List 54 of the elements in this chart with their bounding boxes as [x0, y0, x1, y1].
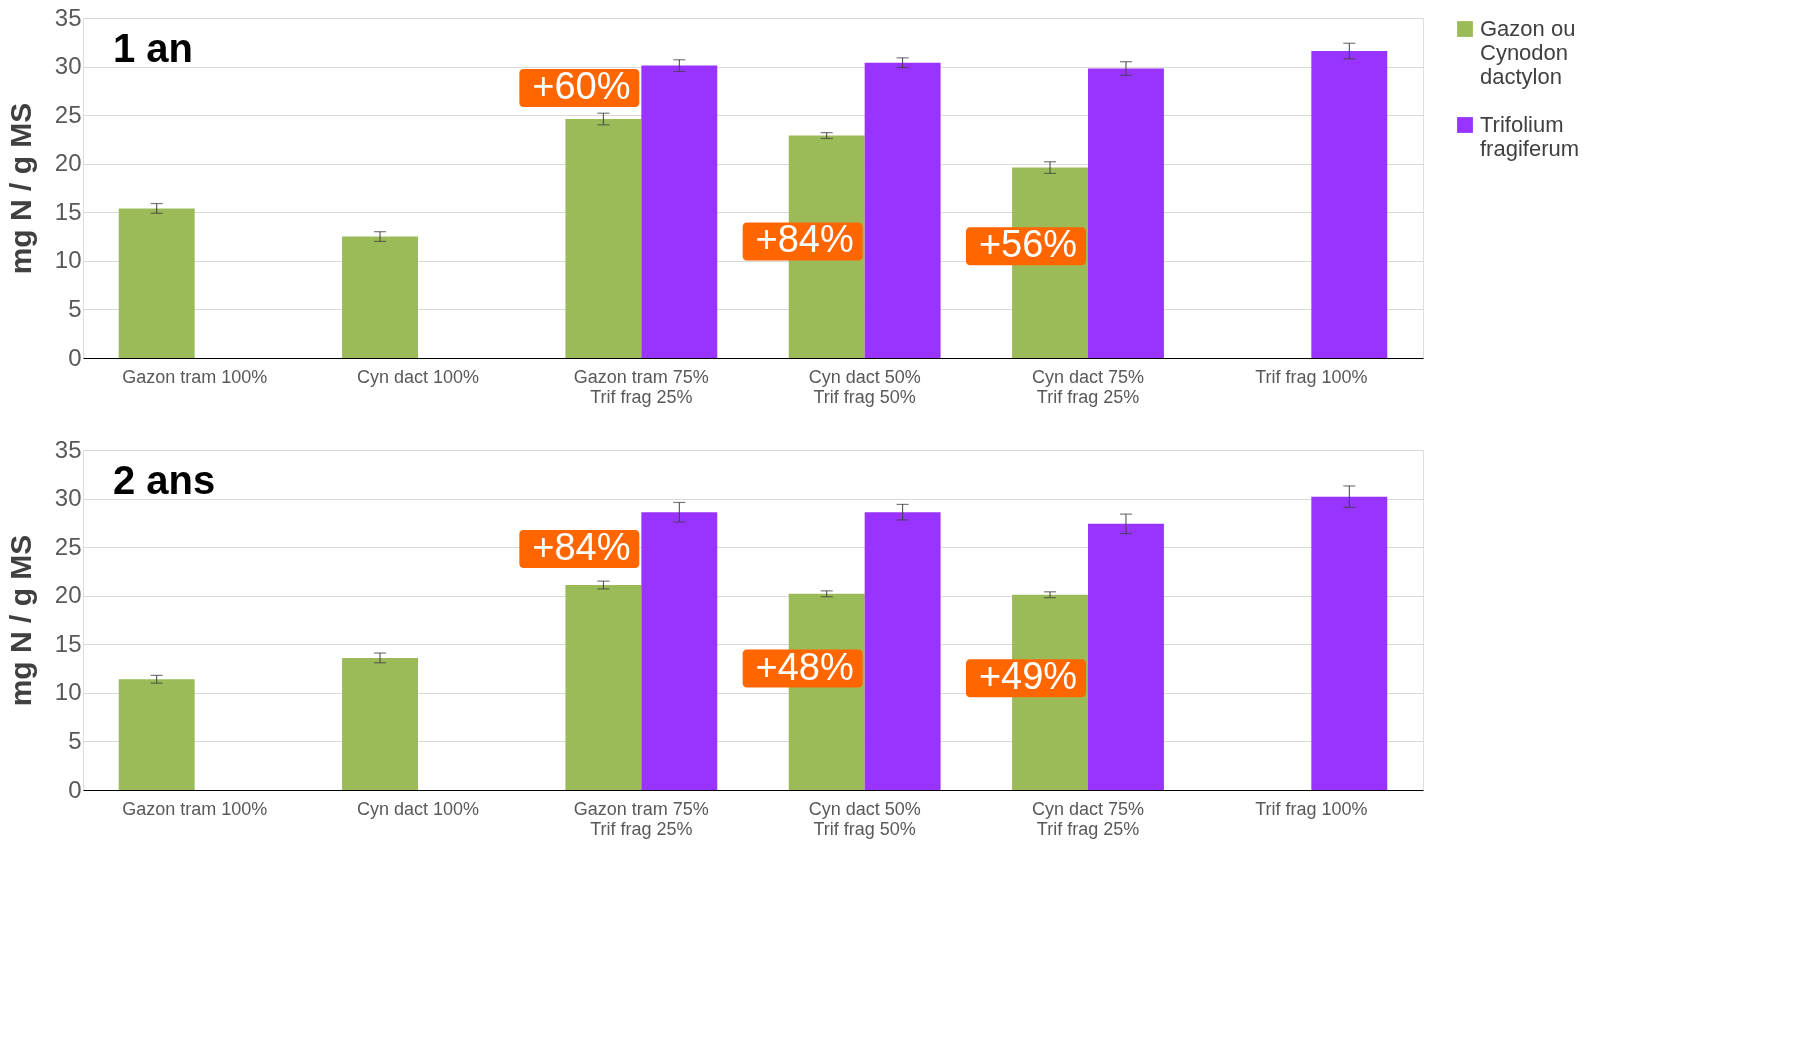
y-tick-label: 25: [54, 532, 82, 560]
y-tick-label: 30: [54, 484, 82, 512]
bar: [641, 65, 718, 358]
x-tick-label: Cyn dact 50% Trif frag 50%: [808, 798, 921, 839]
x-tick-label: Cyn dact 75% Trif frag 25%: [1031, 366, 1145, 407]
y-axis-title: mg N / g MS: [3, 534, 37, 707]
y-tick-label: 5: [68, 726, 82, 754]
y-tick-label: 30: [54, 52, 82, 80]
bar: [1088, 68, 1164, 358]
y-tick-label: 10: [54, 678, 82, 706]
y-tick-label: 25: [54, 100, 82, 128]
x-tick-label: Gazon tram 75% Trif frag 25%: [573, 366, 709, 407]
bar: [1088, 523, 1164, 790]
chart-title: 1 an: [113, 26, 194, 70]
legend-label: Gazon ou Cynodon dactylon: [1480, 16, 1576, 89]
x-tick-label: Cyn dact 50% Trif frag 50%: [808, 366, 921, 407]
y-tick-label: 0: [68, 343, 82, 371]
x-tick-label: Cyn dact 100%: [356, 798, 480, 819]
y-tick-label: 35: [54, 435, 82, 463]
bar: [864, 62, 941, 358]
bar: [342, 236, 418, 358]
x-tick-label: Trif frag 100%: [1255, 798, 1368, 819]
x-tick-label: Cyn dact 75% Trif frag 25%: [1031, 798, 1145, 839]
chart-title: 2 ans: [113, 458, 216, 502]
y-tick-label: 5: [68, 294, 82, 322]
annotation: +48%: [755, 645, 854, 688]
x-tick-label: Gazon tram 100%: [122, 366, 268, 387]
annotation: +84%: [532, 526, 631, 569]
x-tick-label: Gazon tram 75% Trif frag 25%: [573, 798, 709, 839]
y-tick-label: 10: [54, 246, 82, 274]
y-tick-label: 15: [54, 197, 82, 225]
x-tick-label: Trif frag 100%: [1255, 366, 1368, 387]
x-tick-label: Cyn dact 100%: [356, 366, 480, 387]
bar: [342, 657, 418, 790]
y-tick-label: 0: [68, 775, 82, 803]
annotation: +60%: [532, 64, 631, 107]
bar: [1311, 496, 1388, 790]
annotation: +49%: [978, 655, 1078, 698]
y-axis-title: mg N / g MS: [3, 102, 37, 275]
bar: [641, 512, 718, 790]
y-tick-label: 35: [54, 3, 82, 31]
x-tick-label: Gazon tram 100%: [122, 798, 268, 819]
y-tick-label: 15: [54, 629, 82, 657]
bar: [864, 512, 941, 790]
annotation: +56%: [978, 223, 1078, 266]
bar: [565, 119, 642, 358]
y-tick-label: 20: [54, 581, 82, 609]
bar: [118, 208, 195, 358]
annotation: +84%: [755, 218, 854, 261]
y-tick-label: 20: [54, 149, 82, 177]
bar: [565, 585, 642, 790]
bar: [118, 679, 195, 790]
legend-label: Trifolium fragiferum: [1480, 112, 1580, 161]
bar: [1311, 51, 1388, 358]
